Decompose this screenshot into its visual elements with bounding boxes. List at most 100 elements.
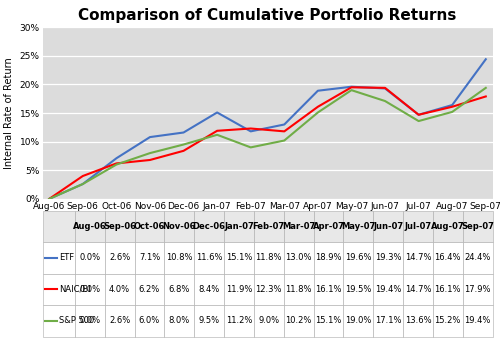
- Bar: [462, 211, 492, 242]
- Bar: [134, 211, 164, 242]
- Bar: [75, 242, 104, 274]
- Bar: [104, 305, 134, 337]
- Text: 6.8%: 6.8%: [168, 285, 190, 294]
- Text: 6.0%: 6.0%: [139, 317, 160, 325]
- Bar: [224, 305, 254, 337]
- Y-axis label: Internal Rate of Return: Internal Rate of Return: [4, 57, 14, 169]
- Bar: [284, 274, 314, 305]
- Bar: [462, 242, 492, 274]
- Bar: [403, 305, 433, 337]
- Text: Jul-07: Jul-07: [404, 222, 431, 231]
- Text: 4.0%: 4.0%: [109, 285, 130, 294]
- Bar: [373, 274, 403, 305]
- Bar: [42, 305, 75, 337]
- Bar: [164, 305, 194, 337]
- Bar: [194, 274, 224, 305]
- Text: 11.2%: 11.2%: [226, 317, 252, 325]
- Text: 11.8%: 11.8%: [286, 285, 312, 294]
- Bar: [254, 274, 284, 305]
- Text: 7.1%: 7.1%: [139, 254, 160, 262]
- Text: 0.0%: 0.0%: [80, 285, 100, 294]
- Bar: [42, 274, 75, 305]
- Text: Jun-07: Jun-07: [373, 222, 403, 231]
- Bar: [224, 211, 254, 242]
- Text: 16.4%: 16.4%: [434, 254, 461, 262]
- Text: 19.5%: 19.5%: [345, 285, 372, 294]
- Text: 10.2%: 10.2%: [286, 317, 312, 325]
- Text: 18.9%: 18.9%: [315, 254, 342, 262]
- Bar: [254, 242, 284, 274]
- Bar: [224, 242, 254, 274]
- Text: 19.4%: 19.4%: [464, 317, 491, 325]
- Bar: [373, 242, 403, 274]
- Bar: [75, 211, 104, 242]
- Bar: [254, 305, 284, 337]
- Bar: [462, 305, 492, 337]
- Bar: [104, 274, 134, 305]
- Text: Jan-07: Jan-07: [224, 222, 254, 231]
- Text: 9.0%: 9.0%: [258, 317, 280, 325]
- Text: Dec-06: Dec-06: [192, 222, 226, 231]
- Bar: [134, 242, 164, 274]
- Text: S&P 500: S&P 500: [58, 317, 94, 325]
- Bar: [433, 211, 462, 242]
- Bar: [403, 211, 433, 242]
- Text: 11.8%: 11.8%: [256, 254, 282, 262]
- Bar: [344, 211, 373, 242]
- Text: 19.3%: 19.3%: [375, 254, 402, 262]
- Bar: [284, 305, 314, 337]
- Text: ETF: ETF: [58, 254, 74, 262]
- Text: 6.2%: 6.2%: [139, 285, 160, 294]
- Title: Comparison of Cumulative Portfolio Returns: Comparison of Cumulative Portfolio Retur…: [78, 8, 456, 23]
- Text: 14.7%: 14.7%: [404, 285, 431, 294]
- Text: 17.1%: 17.1%: [375, 317, 402, 325]
- Bar: [284, 242, 314, 274]
- Text: 15.1%: 15.1%: [226, 254, 252, 262]
- Text: Oct-06: Oct-06: [134, 222, 165, 231]
- Text: Mar-07: Mar-07: [282, 222, 315, 231]
- Text: 8.0%: 8.0%: [168, 317, 190, 325]
- Bar: [403, 242, 433, 274]
- Bar: [104, 211, 134, 242]
- Text: 24.4%: 24.4%: [464, 254, 491, 262]
- Bar: [403, 274, 433, 305]
- Bar: [164, 274, 194, 305]
- Text: 12.3%: 12.3%: [256, 285, 282, 294]
- Bar: [164, 211, 194, 242]
- Text: 19.0%: 19.0%: [345, 317, 372, 325]
- Text: Aug-07: Aug-07: [431, 222, 464, 231]
- Text: Apr-07: Apr-07: [312, 222, 344, 231]
- Text: 2.6%: 2.6%: [109, 254, 130, 262]
- Bar: [75, 305, 104, 337]
- Text: 0.0%: 0.0%: [80, 254, 100, 262]
- Text: 13.6%: 13.6%: [404, 317, 431, 325]
- Bar: [314, 211, 344, 242]
- Text: 19.4%: 19.4%: [375, 285, 402, 294]
- Bar: [224, 274, 254, 305]
- Text: 11.6%: 11.6%: [196, 254, 222, 262]
- Bar: [344, 274, 373, 305]
- Text: 15.1%: 15.1%: [316, 317, 342, 325]
- Text: Feb-07: Feb-07: [252, 222, 285, 231]
- Text: 16.1%: 16.1%: [434, 285, 461, 294]
- Bar: [75, 274, 104, 305]
- Bar: [314, 274, 344, 305]
- Bar: [373, 211, 403, 242]
- Text: 17.9%: 17.9%: [464, 285, 491, 294]
- Bar: [164, 242, 194, 274]
- Bar: [314, 242, 344, 274]
- Bar: [42, 211, 75, 242]
- Bar: [344, 242, 373, 274]
- Text: NAIC/BI: NAIC/BI: [58, 285, 90, 294]
- Bar: [254, 211, 284, 242]
- Bar: [344, 305, 373, 337]
- Bar: [433, 242, 462, 274]
- Text: 10.8%: 10.8%: [166, 254, 192, 262]
- Bar: [433, 274, 462, 305]
- Bar: [284, 211, 314, 242]
- Bar: [314, 305, 344, 337]
- Text: May-07: May-07: [341, 222, 376, 231]
- Text: 19.6%: 19.6%: [345, 254, 372, 262]
- Text: Sep-06: Sep-06: [103, 222, 136, 231]
- Bar: [104, 242, 134, 274]
